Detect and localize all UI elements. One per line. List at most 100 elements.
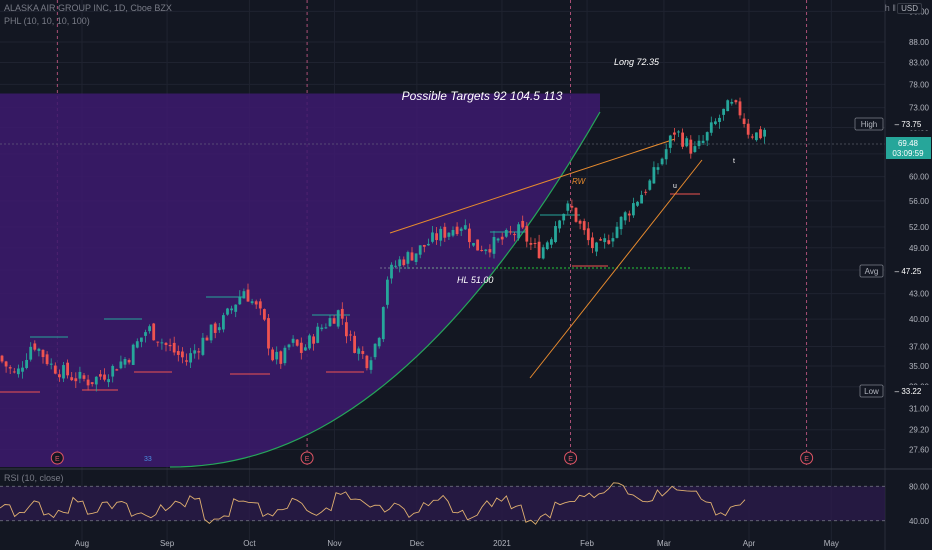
- candle-body: [258, 301, 262, 309]
- candle-body: [422, 244, 426, 247]
- y-tick-label: 35.00: [909, 362, 930, 371]
- low-tag-label: Low: [864, 387, 879, 396]
- candle-body: [459, 228, 463, 231]
- candle-body: [353, 335, 356, 353]
- candle-body: [242, 291, 246, 299]
- long-entry-annotation: Long 72.35: [614, 57, 660, 67]
- count-annotation: 33: [144, 456, 152, 463]
- x-tick-label: 2021: [493, 539, 511, 548]
- candle-body: [267, 318, 270, 349]
- candle-body: [545, 242, 549, 250]
- candle-body: [709, 122, 713, 133]
- last-price-countdown: 03:09:59: [892, 149, 924, 158]
- candle-body: [504, 229, 508, 237]
- candle-body: [295, 339, 299, 346]
- candle-body: [140, 337, 143, 342]
- indicator-line[interactable]: PHL (10, 10, 10, 100): [4, 16, 90, 26]
- candle-body: [70, 377, 74, 381]
- candle-body: [193, 350, 197, 354]
- candle-body: [451, 229, 455, 236]
- earnings-marker-icon: [50, 451, 64, 465]
- candle-body: [705, 132, 709, 141]
- x-tick-label: Mar: [657, 539, 671, 548]
- candle-body: [205, 337, 209, 341]
- candle-body: [591, 237, 594, 249]
- rw-annotation: RW: [572, 177, 587, 186]
- candle-body: [37, 348, 41, 351]
- candle-body: [82, 375, 86, 379]
- candle-body: [697, 140, 701, 147]
- candle-body: [94, 376, 98, 385]
- candle-body: [386, 279, 389, 305]
- candle-body: [480, 249, 484, 251]
- candle-body: [689, 139, 693, 154]
- x-tick-label: May: [824, 539, 839, 548]
- candle-body: [123, 359, 127, 365]
- x-tick-label: Aug: [75, 539, 89, 548]
- candle-body: [373, 343, 377, 358]
- rsi-line: [0, 482, 746, 525]
- candle-body: [62, 365, 65, 379]
- candle-body: [673, 132, 676, 135]
- candle-body: [4, 361, 8, 367]
- currency-button[interactable]: USD: [897, 3, 922, 14]
- candle-body: [414, 253, 418, 262]
- earnings-marker-label: E: [55, 456, 60, 463]
- candle-body: [529, 243, 533, 245]
- candle-body: [312, 336, 315, 344]
- candle-body: [763, 129, 766, 137]
- candle-body: [0, 355, 4, 362]
- candle-body: [115, 369, 119, 371]
- earnings-marker-label: E: [568, 456, 573, 463]
- candle-body: [328, 318, 332, 327]
- candle-body: [197, 351, 201, 353]
- candle-body: [349, 334, 352, 336]
- candle-body: [660, 158, 664, 165]
- candle-body: [599, 239, 602, 241]
- candle-body: [525, 226, 529, 242]
- y-tick-label: 49.00: [909, 244, 930, 253]
- candle-body: [365, 355, 369, 369]
- low-tag-bg: [859, 384, 884, 398]
- chart-tools-icon[interactable]: h ‖: [884, 3, 896, 13]
- candle-body: [627, 213, 631, 216]
- candle-body: [53, 365, 57, 374]
- candle-body: [308, 335, 311, 349]
- candle-body: [127, 360, 131, 363]
- last-price-bg: [886, 137, 931, 159]
- candle-body: [734, 100, 738, 103]
- candle-body: [750, 136, 754, 138]
- symbol-line[interactable]: ALASKA AIR GROUP INC, 1D, Cboe BZX: [4, 3, 172, 13]
- candle-body: [468, 228, 471, 243]
- candle-body: [685, 138, 689, 147]
- candle-body: [406, 252, 410, 264]
- y-tick-label: 43.00: [909, 290, 930, 299]
- high-value-bg: [886, 118, 931, 130]
- candle-body: [246, 289, 250, 302]
- x-tick-label: Apr: [743, 539, 756, 548]
- candle-body: [402, 259, 406, 266]
- earnings-marker-icon: [564, 451, 578, 465]
- candle-body: [279, 351, 283, 364]
- candle-body: [603, 238, 607, 243]
- candle-body: [381, 307, 385, 340]
- avg-tag-bg: [859, 264, 884, 278]
- candle-body: [320, 327, 324, 330]
- candle-body: [49, 363, 53, 365]
- avg-value-bg: [886, 265, 931, 277]
- candle-body: [443, 226, 447, 238]
- candle-body: [189, 353, 192, 363]
- candles-layer: [0, 97, 766, 392]
- candle-body: [513, 234, 516, 236]
- candle-body: [726, 100, 730, 112]
- candle-body: [607, 240, 611, 244]
- candle-body: [595, 242, 598, 252]
- parabolic-curve: [169, 111, 601, 468]
- candle-body: [17, 368, 20, 375]
- earnings-marker-icon: [300, 451, 314, 465]
- candle-body: [222, 315, 225, 330]
- candle-body: [463, 225, 467, 230]
- rsi-label[interactable]: RSI (10, close): [4, 473, 64, 483]
- candle-body: [12, 371, 16, 373]
